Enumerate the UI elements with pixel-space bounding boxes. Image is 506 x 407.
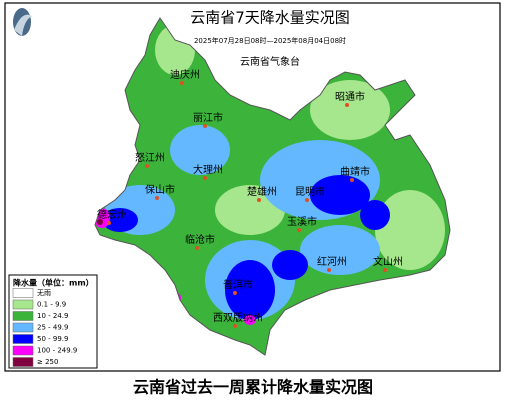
city-label: 普洱市: [223, 278, 253, 291]
city-dot: [145, 164, 149, 168]
city-dot: [305, 198, 309, 202]
legend-swatch: [12, 299, 34, 310]
legend-swatch: [12, 288, 34, 298]
city-label: 西双版纳州: [213, 311, 263, 324]
city-dot: [350, 178, 354, 182]
legend-swatch: [12, 322, 34, 333]
city-dot: [203, 176, 207, 180]
map-title: 云南省7天降水量实况图: [190, 9, 350, 27]
city-label: 文山州: [373, 255, 403, 268]
city-label: 曲靖市: [340, 165, 370, 178]
city-label: 怒江州: [135, 151, 165, 164]
map-subtitle: 2025年07月28日08时—2025年08月04日08时: [194, 36, 346, 45]
organization: 云南省气象台: [240, 55, 300, 68]
city-label: 迪庆州: [170, 68, 200, 81]
city-dot: [383, 268, 387, 272]
city-label: 临沧市: [185, 233, 215, 246]
city-label: 昭通市: [335, 90, 365, 103]
legend-swatch: [12, 334, 34, 344]
legend-swatch: [12, 357, 34, 367]
city-dot: [155, 196, 159, 200]
city-dot: [180, 81, 184, 85]
caption: 云南省过去一周累计降水量实况图: [133, 378, 373, 397]
logo: [13, 8, 32, 37]
city-label: 红河州: [317, 255, 347, 268]
city-dot: [195, 246, 199, 250]
legend-label: 10 - 24.9: [37, 312, 68, 320]
city-dot: [233, 291, 237, 295]
city-dot: [203, 124, 207, 128]
legend-label: 无雨: [37, 289, 51, 297]
legend-title: 降水量（单位：mm）: [13, 278, 94, 288]
legend-label: 50 - 99.9: [37, 335, 68, 343]
city-dot: [297, 228, 301, 232]
legend-label: ≥ 250: [37, 358, 58, 366]
legend-swatch: [12, 345, 34, 356]
legend-label: 100 - 249.9: [37, 347, 77, 355]
legend: 降水量（单位：mm） 无雨 0.1 - 9.9 10 - 24.9 25 - 49.9…: [8, 274, 98, 369]
city-dot: [233, 324, 237, 328]
city-label: 大理州: [193, 163, 223, 176]
city-dot: [107, 221, 111, 225]
legend-label: 25 - 49.9: [37, 324, 68, 332]
city-label: 德宏州: [97, 208, 127, 221]
city-label: 玉溪市: [287, 215, 317, 228]
city-label: 丽江市: [193, 111, 223, 124]
city-label: 楚雄州: [247, 185, 277, 198]
legend-label: 0.1 - 9.9: [37, 301, 66, 309]
city-dot: [345, 103, 349, 107]
city-dot: [327, 268, 331, 272]
city-label: 昆明市: [295, 185, 325, 198]
legend-swatch: [12, 311, 34, 321]
city-label: 保山市: [145, 183, 175, 196]
city-dot: [257, 198, 261, 202]
